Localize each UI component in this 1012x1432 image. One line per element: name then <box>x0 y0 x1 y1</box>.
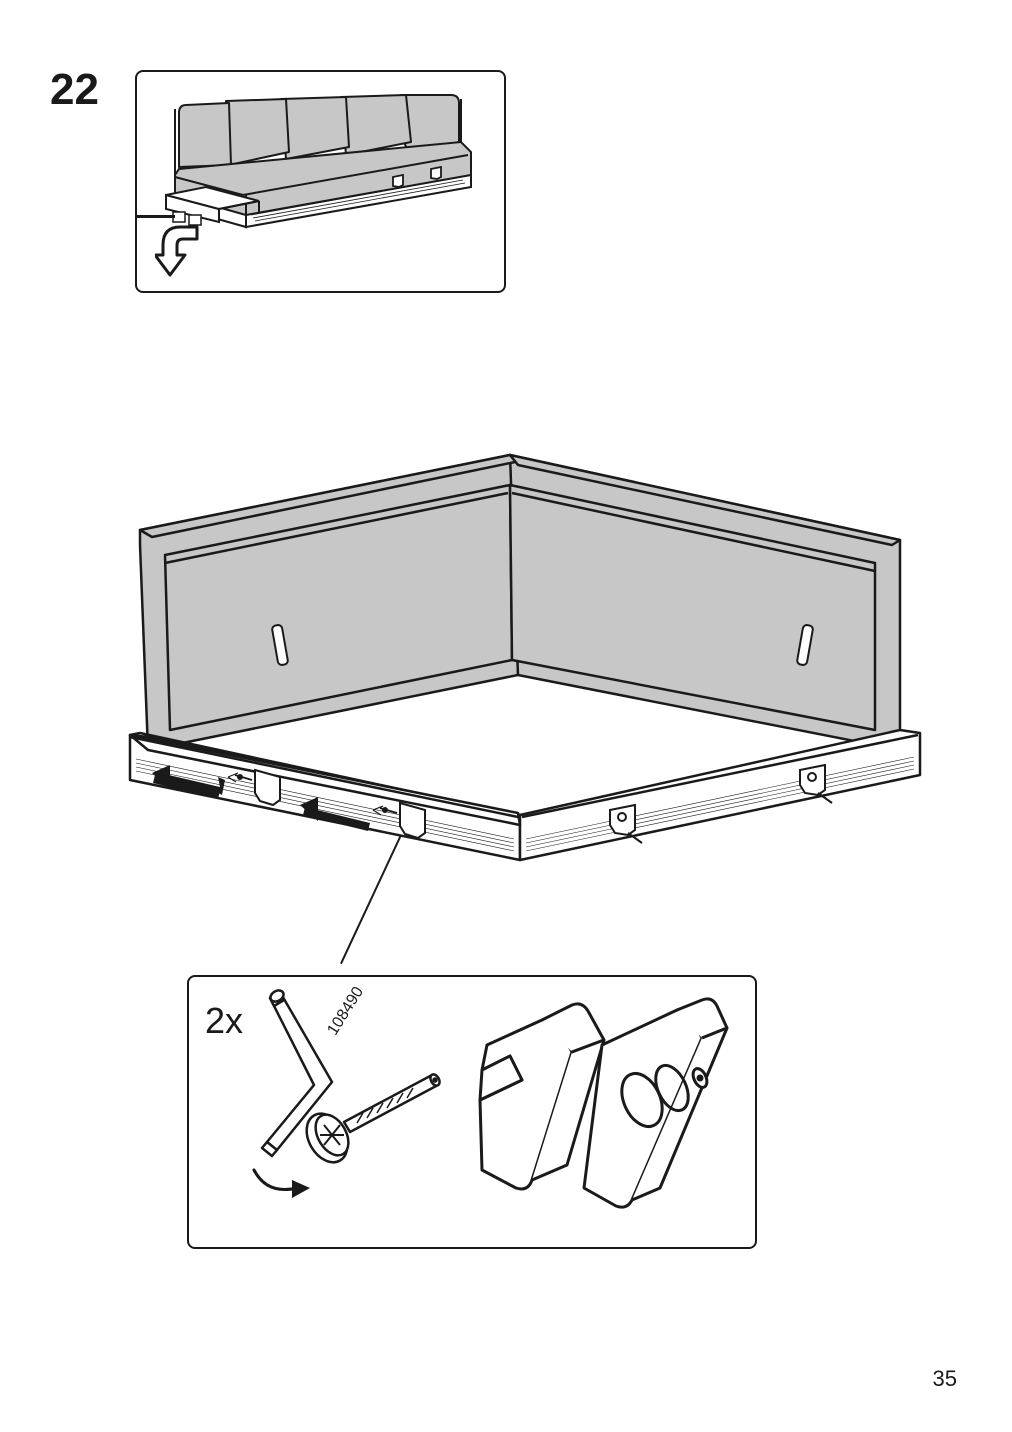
page-number: 35 <box>933 1366 957 1392</box>
assembly-instruction-page: 22 <box>0 0 1012 1432</box>
zoom-arrow-icon <box>155 225 205 280</box>
step-number: 22 <box>50 65 99 115</box>
callout-line <box>135 215 175 218</box>
main-assembly-diagram <box>80 415 945 925</box>
sofa-reference-diagram <box>161 87 486 232</box>
hardware-detail-diagram <box>232 970 737 1245</box>
